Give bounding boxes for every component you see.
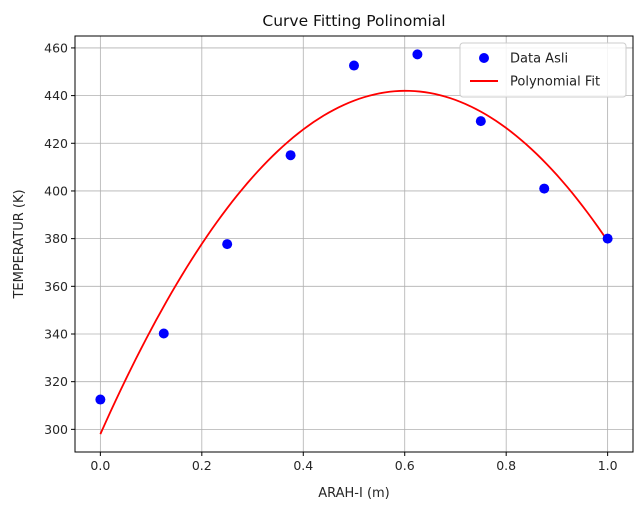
- y-tick-label: 440: [44, 88, 68, 103]
- legend: Data Asli Polynomial Fit: [459, 42, 627, 98]
- y-tick-label: 300: [44, 422, 68, 437]
- data-point: [475, 116, 486, 127]
- fit-line-layer: [99, 89, 609, 435]
- legend-marker-data-asli: [479, 53, 489, 63]
- y-tick-label: 320: [44, 374, 68, 389]
- data-point: [222, 239, 233, 250]
- y-tick-label: 360: [44, 279, 68, 294]
- polynomial-fit-line: [99, 89, 609, 435]
- legend-label-data-asli: Data Asli: [510, 52, 568, 67]
- grid: [75, 36, 633, 452]
- data-point: [95, 394, 106, 405]
- x-tick-label: 0.4: [293, 458, 313, 473]
- x-tick-label: 0.0: [90, 458, 110, 473]
- x-axis-ticks: 0.0 0.2 0.4 0.6 0.8 1.0: [90, 452, 618, 473]
- data-point: [412, 49, 423, 60]
- data-point: [285, 150, 296, 161]
- data-point: [602, 233, 613, 244]
- y-tick-label: 420: [44, 136, 68, 151]
- x-tick-label: 0.8: [496, 458, 516, 473]
- data-point: [158, 328, 169, 339]
- x-axis-label: ARAH-I (m): [318, 486, 390, 501]
- x-tick-label: 0.2: [192, 458, 212, 473]
- x-tick-label: 0.6: [395, 458, 415, 473]
- points-layer: [95, 49, 613, 405]
- axes-frame: [74, 35, 634, 453]
- y-axis-ticks: 300 320 340 360 380 400 420 440 460: [44, 40, 75, 437]
- y-tick-label: 400: [44, 183, 68, 198]
- legend-label-polynomial-fit: Polynomial Fit: [510, 75, 600, 90]
- data-point: [539, 183, 550, 194]
- chart-title: Curve Fitting Polinomial: [262, 12, 445, 30]
- y-tick-label: 380: [44, 231, 68, 246]
- y-axis-label: TEMPERATUR (K): [12, 189, 27, 299]
- legend-box: [459, 42, 627, 98]
- x-tick-label: 1.0: [598, 458, 618, 473]
- y-tick-label: 340: [44, 326, 68, 341]
- data-point: [349, 60, 359, 71]
- y-tick-label: 460: [44, 40, 68, 55]
